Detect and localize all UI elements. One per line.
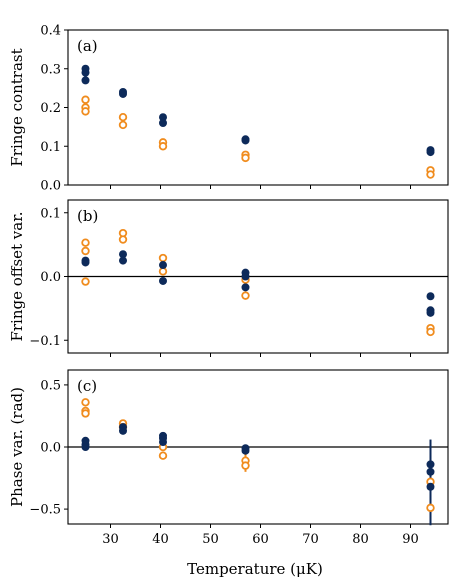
data-point-open	[426, 503, 435, 513]
data-point-filled	[241, 283, 250, 292]
data-point-open	[118, 235, 128, 244]
x-tick-label: 90	[402, 532, 419, 547]
data-point-filled	[426, 308, 435, 317]
x-tick-label: 70	[302, 532, 319, 547]
data-point-filled	[81, 68, 90, 77]
data-point-open	[81, 246, 90, 256]
data-point-filled	[81, 256, 90, 265]
x-tick-label: 80	[352, 532, 369, 547]
panel-tag: (b)	[77, 207, 98, 225]
y-tick-label: −0.1	[29, 334, 61, 349]
data-point-open	[241, 153, 250, 163]
data-point-filled	[159, 261, 167, 270]
x-tick-label: 30	[102, 532, 119, 547]
data-point-filled	[119, 89, 127, 98]
data-point-open	[81, 238, 90, 247]
y-tick-label: 0.0	[40, 270, 61, 285]
y-tick-label: 0.2	[40, 101, 61, 116]
data-point-filled	[81, 443, 90, 451]
data-point-open	[158, 253, 168, 263]
x-axis-label: Temperature (μK)	[187, 560, 323, 578]
y-axis-label: Phase var. (rad)	[8, 387, 26, 507]
x-tick-label: 50	[202, 532, 219, 547]
data-point-open	[118, 112, 128, 122]
y-tick-label: 0.4	[40, 24, 61, 39]
data-point-open	[158, 142, 168, 151]
y-tick-label: 0.1	[40, 140, 61, 155]
data-point-filled	[426, 460, 435, 469]
data-point-filled	[159, 276, 167, 285]
data-point-filled	[241, 136, 250, 145]
panel-c: −0.5 0.0 0.5 Phase var. (rad) (c)	[8, 369, 449, 528]
data-point-filled	[119, 426, 127, 435]
data-point-open	[158, 267, 168, 276]
data-point-filled	[119, 256, 127, 265]
data-point-open	[426, 327, 435, 337]
panel-tag: (a)	[77, 37, 98, 55]
data-point-open	[426, 170, 435, 179]
data-point-filled	[426, 467, 435, 476]
data-point-filled	[159, 438, 167, 447]
data-point-filled	[426, 148, 435, 157]
data-point-filled	[159, 119, 167, 127]
data-point-filled	[241, 446, 250, 455]
data-point-open	[81, 95, 90, 104]
data-point-filled	[426, 292, 435, 301]
data-point-open	[241, 291, 250, 300]
x-tick-label: 60	[252, 532, 269, 547]
data-point-filled	[119, 250, 127, 259]
x-tick-label: 40	[152, 532, 169, 547]
data-point-open	[81, 277, 90, 286]
y-axis-label: Fringe contrast	[8, 48, 26, 166]
panel-a: 0.0 0.1 0.2 0.3 0.4 Fringe contrast (a)	[8, 24, 449, 194]
panel-tag: (c)	[77, 377, 97, 395]
data-point-filled	[159, 113, 167, 122]
y-tick-label: 0.3	[40, 62, 61, 77]
data-point-filled	[241, 272, 250, 281]
data-point-open	[81, 409, 90, 418]
y-tick-label: 0.0	[40, 179, 61, 194]
panel-b: −0.1 0.0 0.1 Fringe offset var. (b)	[8, 199, 449, 357]
y-tick-label: 0.1	[40, 206, 61, 221]
data-point-open	[81, 398, 90, 407]
data-point-open	[118, 120, 128, 130]
y-axis-label: Fringe offset var.	[8, 211, 26, 341]
y-tick-label: 0.5	[40, 378, 61, 393]
data-point-filled	[81, 76, 90, 85]
data-point-open	[241, 461, 250, 470]
y-tick-label: 0.0	[40, 441, 61, 456]
panel-frame	[67, 29, 449, 186]
data-point-open	[158, 451, 168, 460]
data-point-open	[81, 107, 90, 116]
data-point-filled	[426, 482, 435, 491]
y-tick-label: −0.5	[29, 503, 61, 518]
